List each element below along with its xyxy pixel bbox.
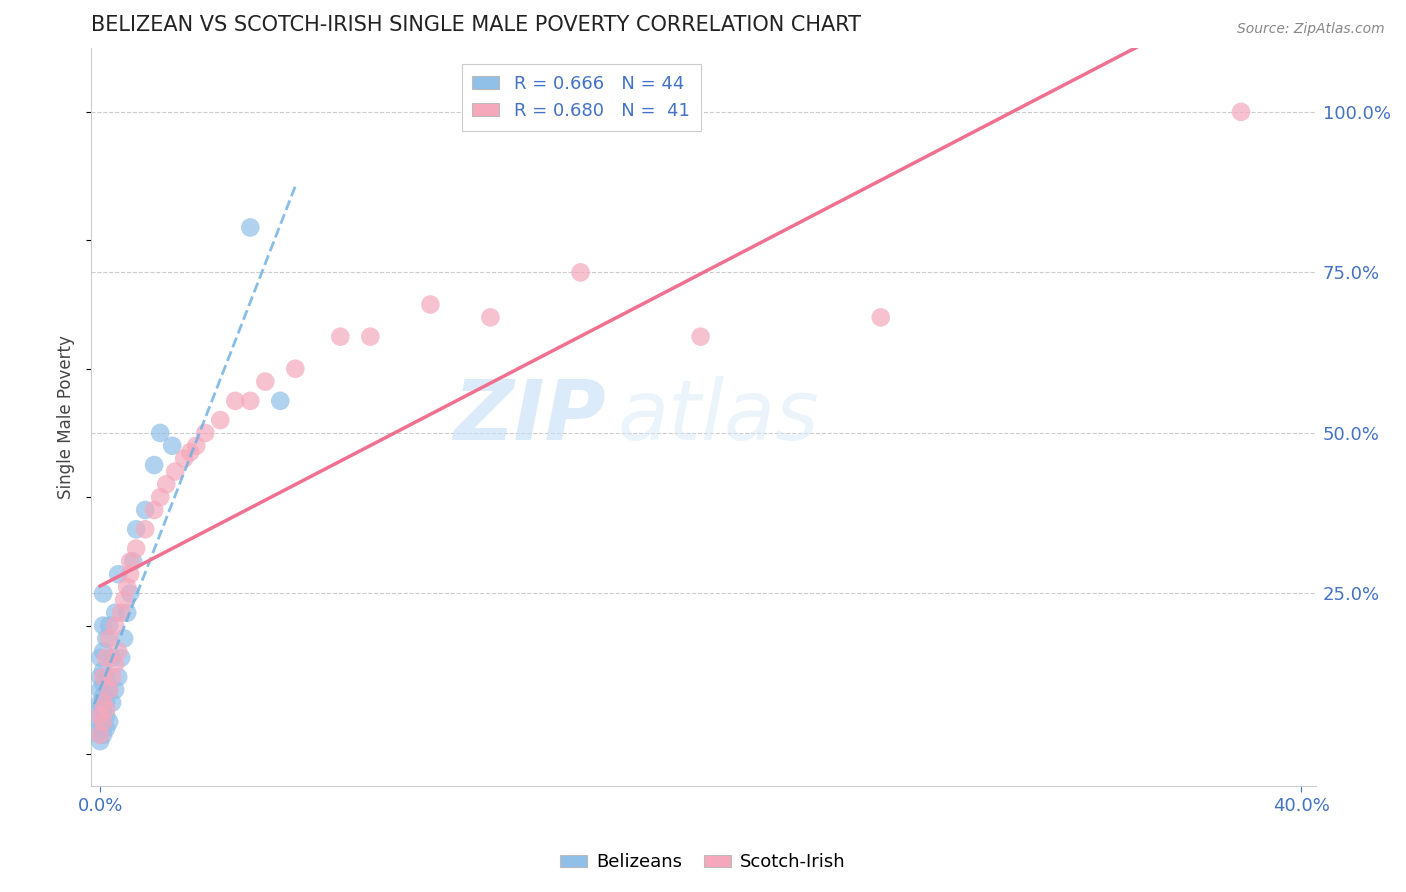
Point [149, 425, 172, 440]
Point [89, 714, 111, 729]
Point [89, 708, 111, 723]
Point [91, 702, 114, 716]
Point [107, 644, 129, 658]
Point [209, 413, 232, 427]
Point [269, 393, 291, 408]
Point [284, 361, 307, 376]
Point [120, 586, 142, 600]
Point [96, 722, 118, 736]
Point [89, 696, 111, 710]
Point [125, 541, 148, 556]
Point [91, 676, 114, 690]
Text: atlas: atlas [617, 376, 820, 458]
Point [112, 593, 135, 607]
Point [107, 567, 129, 582]
Point [155, 477, 177, 491]
Point [91, 696, 114, 710]
Point [110, 650, 132, 665]
Point [91, 670, 114, 684]
Point [89, 722, 111, 736]
Point [91, 586, 114, 600]
Point [224, 393, 246, 408]
Point [115, 606, 138, 620]
Point [143, 503, 166, 517]
Point [149, 490, 172, 504]
Point [98, 682, 121, 697]
Point [91, 728, 114, 742]
Point [89, 682, 111, 697]
Point [134, 522, 156, 536]
Point [91, 714, 114, 729]
Point [122, 554, 145, 568]
Point [104, 682, 127, 697]
Point [98, 682, 121, 697]
Point [89, 670, 111, 684]
Point [96, 632, 118, 646]
Point [1230, 104, 1253, 119]
Point [239, 393, 262, 408]
Point [186, 439, 208, 453]
Text: Source: ZipAtlas.com: Source: ZipAtlas.com [1237, 22, 1385, 37]
Point [104, 618, 127, 632]
Point [89, 702, 111, 716]
Text: ZIP: ZIP [453, 376, 606, 458]
Point [359, 329, 381, 343]
Legend: R = 0.666   N = 44, R = 0.680   N =  41: R = 0.666 N = 44, R = 0.680 N = 41 [461, 64, 700, 131]
Point [89, 728, 111, 742]
Point [104, 657, 127, 672]
Point [89, 650, 111, 665]
Point [107, 670, 129, 684]
Point [254, 375, 277, 389]
Point [98, 632, 121, 646]
Point [869, 310, 891, 325]
Text: BELIZEAN VS SCOTCH-IRISH SINGLE MALE POVERTY CORRELATION CHART: BELIZEAN VS SCOTCH-IRISH SINGLE MALE POV… [91, 15, 860, 35]
Point [91, 664, 114, 678]
Point [239, 220, 262, 235]
Point [98, 714, 121, 729]
Point [120, 554, 142, 568]
Point [91, 618, 114, 632]
Point [91, 714, 114, 729]
Point [96, 650, 118, 665]
Point [115, 580, 138, 594]
Point [89, 708, 111, 723]
Point [104, 606, 127, 620]
Point [98, 618, 121, 632]
Point [419, 297, 441, 311]
Point [89, 728, 111, 742]
Point [89, 734, 111, 748]
Point [96, 708, 118, 723]
Point [91, 644, 114, 658]
Y-axis label: Single Male Poverty: Single Male Poverty [58, 335, 75, 499]
Point [165, 465, 187, 479]
Point [173, 451, 195, 466]
Point [569, 265, 592, 279]
Point [194, 425, 217, 440]
Point [479, 310, 502, 325]
Point [96, 670, 118, 684]
Point [329, 329, 352, 343]
Legend: Belizeans, Scotch-Irish: Belizeans, Scotch-Irish [553, 847, 853, 879]
Point [110, 606, 132, 620]
Point [91, 690, 114, 704]
Point [96, 702, 118, 716]
Point [101, 650, 124, 665]
Point [96, 696, 118, 710]
Point [689, 329, 711, 343]
Point [120, 567, 142, 582]
Point [143, 458, 166, 472]
Point [112, 632, 135, 646]
Point [101, 670, 124, 684]
Point [134, 503, 156, 517]
Point [179, 445, 201, 459]
Point [125, 522, 148, 536]
Point [160, 439, 183, 453]
Point [101, 696, 124, 710]
